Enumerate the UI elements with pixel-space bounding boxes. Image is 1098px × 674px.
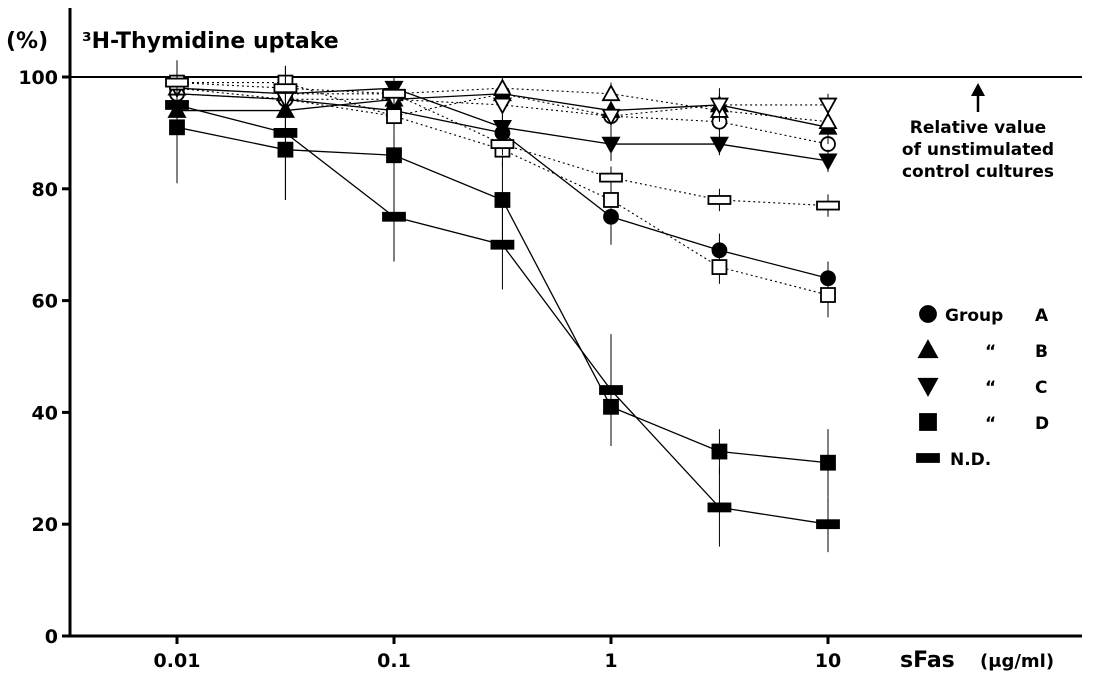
square-marker	[820, 287, 836, 303]
y-tick-label: 100	[18, 67, 58, 89]
y-tick-label: 80	[32, 179, 58, 201]
legend-letter: B	[1035, 342, 1048, 362]
x-tick-label: 0.1	[377, 650, 411, 672]
dash-marker	[273, 127, 298, 138]
annotation-arrow-head	[971, 83, 985, 96]
triangle-down-marker	[709, 136, 729, 154]
y-tick-label: 20	[32, 514, 58, 536]
square-marker	[386, 147, 402, 164]
legend: Group A “ B “ C “ D N.D.	[916, 305, 1049, 470]
triangle-up-marker	[492, 78, 512, 96]
dash-marker	[599, 385, 623, 395]
reference-annotation-line: of unstimulated	[902, 140, 1054, 160]
series-layer	[165, 60, 840, 553]
axes: 0 20 40 60 80 100 0.01 0.1 1 10	[18, 8, 1082, 672]
dash-marker	[490, 239, 515, 250]
dash-marker	[382, 211, 406, 222]
triangle-up-marker	[601, 83, 621, 102]
y-tick-label: 40	[32, 402, 58, 424]
series-nd-stimulated	[165, 60, 840, 553]
legend-prefix: “	[985, 414, 996, 434]
chart-title: ³H-Thymidine uptake	[82, 29, 339, 54]
reference-annotation-line: Relative value	[910, 118, 1046, 138]
triangle-down-marker	[492, 97, 512, 115]
dash-marker	[273, 83, 298, 94]
x-axis-label: sFas	[900, 648, 955, 673]
square-marker	[386, 108, 402, 125]
legend-prefix: “	[985, 378, 996, 398]
y-axis-label: (%)	[6, 29, 48, 54]
legend-letter: D	[1035, 414, 1049, 434]
x-tick-label: 10	[815, 650, 841, 672]
x-axis-unit: (μg/ml)	[980, 651, 1054, 672]
triangle-down-marker	[601, 136, 621, 154]
dash-marker	[165, 77, 189, 88]
dash-marker	[382, 88, 406, 99]
dash-marker	[707, 502, 732, 513]
triangle-down-marker	[818, 97, 838, 115]
circle-marker	[919, 305, 937, 323]
square-marker	[711, 259, 728, 275]
legend-label: N.D.	[950, 450, 991, 470]
x-tick-label: 0.01	[154, 650, 201, 672]
legend-letter: A	[1035, 306, 1049, 326]
triangle-down-marker	[709, 97, 729, 115]
x-tick-label: 1	[604, 650, 617, 672]
triangle-down-marker	[818, 153, 838, 171]
dash-marker	[599, 172, 623, 183]
y-tick-label: 60	[32, 291, 58, 313]
square-marker	[919, 413, 937, 431]
legend-prefix: Group	[945, 306, 1003, 326]
dash-marker	[165, 100, 189, 110]
dash-marker	[490, 139, 515, 149]
dash-marker	[916, 453, 940, 463]
series-nd-open	[165, 71, 840, 217]
triangle-down-marker	[492, 120, 512, 138]
legend-prefix: “	[985, 342, 996, 362]
legend-letter: C	[1035, 378, 1047, 398]
square-marker	[820, 454, 836, 471]
reference-annotation-line: control cultures	[902, 162, 1054, 182]
dash-marker	[707, 195, 732, 205]
triangle-down-marker	[601, 108, 621, 126]
y-tick-label: 0	[45, 626, 58, 648]
square-marker	[711, 443, 728, 460]
triangle-up-marker	[818, 111, 838, 130]
triangle-up-marker	[917, 339, 939, 359]
dash-marker	[816, 519, 840, 530]
square-marker	[603, 192, 619, 208]
dash-marker	[816, 200, 840, 211]
triangle-down-marker	[917, 377, 939, 397]
